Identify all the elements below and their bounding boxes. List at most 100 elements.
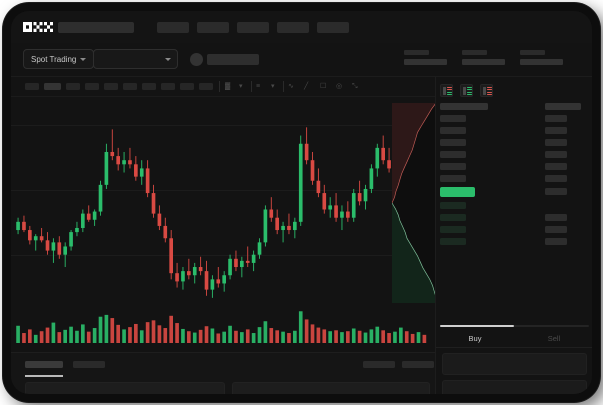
orderbook-bid-value[interactable]: [545, 226, 567, 233]
fullscreen-icon[interactable]: ⤡: [352, 83, 358, 90]
gridline: [11, 190, 435, 191]
orderbook-spread-row[interactable]: [440, 187, 475, 197]
orderbook-ask-row[interactable]: [440, 163, 466, 170]
market-stat-2: [462, 50, 505, 65]
pair-name-label: [207, 54, 259, 65]
volume-series: [16, 311, 427, 343]
coin-avatar: [190, 53, 203, 66]
orderbook-ask-row[interactable]: [440, 151, 466, 158]
price-chart[interactable]: [11, 97, 435, 352]
market-stat-2-value: [462, 59, 505, 65]
toolbar-divider: [219, 81, 220, 92]
market-stat-3-value: [520, 59, 563, 65]
wave-icon[interactable]: ∿: [288, 83, 294, 90]
orderbook-bid-row[interactable]: [440, 238, 466, 245]
device-screen-frame: Spot Trading: [11, 11, 592, 394]
pair-selector[interactable]: [93, 49, 178, 69]
orderbook-header-left[interactable]: [440, 103, 488, 110]
interval-8[interactable]: [161, 83, 175, 90]
orderbook-ask-row[interactable]: [440, 175, 466, 182]
interval-1[interactable]: [25, 83, 39, 90]
orderbook-bid-value[interactable]: [545, 214, 567, 221]
tab-buy[interactable]: Buy: [468, 334, 482, 343]
depth-chart-overlay: [392, 103, 436, 303]
orderbook-ask-row[interactable]: [440, 115, 466, 122]
chevron-down-icon: [80, 57, 87, 61]
orders-bottom-panel: [11, 352, 435, 394]
nav-search[interactable]: [58, 22, 134, 33]
tab-sell[interactable]: Sell: [547, 334, 561, 343]
market-stat-2-label: [462, 50, 487, 55]
tab-order-history[interactable]: [73, 361, 105, 368]
orderbook-ask-value[interactable]: [545, 139, 567, 146]
interval-10[interactable]: [199, 83, 213, 90]
orderbook-ask-value[interactable]: [545, 163, 567, 170]
amount-field[interactable]: [442, 380, 587, 394]
orderbook-spread-value[interactable]: [545, 188, 567, 195]
interval-9[interactable]: [180, 83, 194, 90]
orderbook-ask-value[interactable]: [545, 151, 567, 158]
tab-active-underline: [25, 375, 63, 377]
market-type-label: Spot Trading: [31, 54, 77, 64]
orderbook-bid-row[interactable]: [440, 202, 466, 209]
orderbook-rows[interactable]: [436, 103, 592, 258]
chart-toolbar: ▓ ▾ ≡ ▾ ∿ ╱ ☐ ◎ ⤡: [11, 77, 435, 97]
market-subheader: Spot Trading: [11, 43, 592, 77]
market-stat-1-value: [404, 59, 447, 65]
interval-5[interactable]: [104, 83, 118, 90]
gridline: [11, 125, 435, 126]
chevron-down-icon[interactable]: ▾: [239, 83, 243, 90]
candlestick-series: [16, 123, 427, 298]
orderbook-scrollbar[interactable]: [440, 325, 514, 327]
indicators-icon[interactable]: ≡: [256, 83, 261, 90]
top-navbar: [11, 11, 592, 43]
camera-icon[interactable]: ☐: [320, 83, 327, 90]
orderbook-ask-value[interactable]: [545, 175, 567, 182]
depth-chart-svg: [392, 103, 436, 303]
orderbook-asks-icon[interactable]: [480, 84, 493, 97]
bar-style-icon[interactable]: ▓: [225, 83, 231, 90]
settings-icon[interactable]: ◎: [336, 83, 343, 90]
orderbook-ask-row[interactable]: [440, 139, 466, 146]
app-screen: Spot Trading: [11, 11, 592, 394]
device-bezel: Spot Trading: [3, 3, 600, 402]
nav-item-3[interactable]: [237, 22, 269, 33]
orderbook-panel: Buy Sell: [435, 77, 592, 394]
orderbook-bids-icon[interactable]: [460, 84, 473, 97]
orderbook-bid-value[interactable]: [545, 238, 567, 245]
okx-logo-icon: [23, 22, 53, 32]
orderbook-both-icon[interactable]: [440, 84, 453, 97]
orderbook-ask-value[interactable]: [545, 115, 567, 122]
nav-item-1[interactable]: [157, 22, 189, 33]
orderbook-ask-row[interactable]: [440, 127, 466, 134]
market-type-dropdown[interactable]: Spot Trading: [23, 49, 95, 69]
interval-3[interactable]: [66, 83, 80, 90]
action-1[interactable]: [363, 361, 395, 368]
gridline: [11, 255, 435, 256]
action-2[interactable]: [402, 361, 434, 368]
nav-item-4[interactable]: [277, 22, 309, 33]
orderbook-ask-value[interactable]: [545, 127, 567, 134]
tab-open-orders[interactable]: [25, 361, 63, 368]
interval-4[interactable]: [85, 83, 99, 90]
orderbook-layout-icons: [440, 84, 493, 97]
pencil-icon[interactable]: ╱: [304, 83, 309, 90]
orderbook-bid-row[interactable]: [440, 226, 466, 233]
orderbook-bid-row[interactable]: [440, 214, 466, 221]
orderbook-scroll-track: [440, 325, 589, 327]
panel-box-left[interactable]: [25, 382, 225, 394]
market-stat-1: [404, 50, 447, 65]
orderbook-header-right[interactable]: [545, 103, 581, 110]
okx-logo[interactable]: [23, 22, 53, 32]
chevron-down-2-icon[interactable]: ▾: [271, 83, 275, 90]
interval-6[interactable]: [123, 83, 137, 90]
nav-item-2[interactable]: [197, 22, 229, 33]
interval-7[interactable]: [142, 83, 156, 90]
nav-item-5[interactable]: [317, 22, 349, 33]
interval-2[interactable]: [44, 83, 61, 90]
price-field[interactable]: [442, 353, 587, 375]
chevron-down-icon: [165, 58, 171, 61]
panel-box-right[interactable]: [232, 382, 430, 394]
toolbar-divider: [283, 81, 284, 92]
